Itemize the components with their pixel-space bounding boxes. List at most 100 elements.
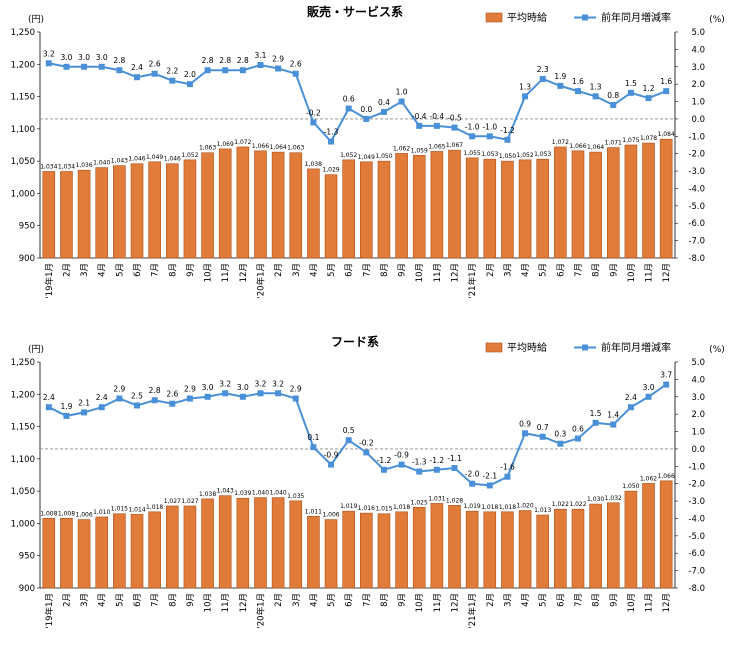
rate-value-label: 2.5 xyxy=(131,391,143,400)
right-tick-label: -7.0 xyxy=(688,567,705,577)
rate-value-label: 1.5 xyxy=(590,409,602,418)
bar-value-label: 1,006 xyxy=(322,512,339,519)
rate-value-label: 2.8 xyxy=(237,56,249,65)
rate-value-label: 1.9 xyxy=(60,402,72,411)
x-tick-label: 8月 xyxy=(168,263,178,277)
bar xyxy=(465,157,479,259)
x-tick-label: 4月 xyxy=(98,263,108,277)
bar-value-label: 1,035 xyxy=(287,493,304,500)
rate-marker xyxy=(292,70,299,77)
left-tick-label: 900 xyxy=(19,584,35,594)
right-tick-label: 1.0 xyxy=(691,98,705,108)
legend-swatch-bar xyxy=(485,342,503,353)
bar xyxy=(589,503,602,589)
x-tick-label: 11月 xyxy=(433,263,443,282)
rate-marker xyxy=(574,435,581,442)
bar-value-label: 1,008 xyxy=(58,510,75,517)
rate-marker xyxy=(522,430,529,437)
bar-value-label: 1,019 xyxy=(340,503,357,510)
rate-value-label: 0.7 xyxy=(537,423,549,432)
legend-marker xyxy=(582,344,588,351)
chart-sales-service: 販売・サービス系 (円) (%) 平均時給 前年同月増減率 900 950 1,000 1,05… xyxy=(0,0,750,320)
bar xyxy=(501,511,514,589)
bar-value-label: 1,062 xyxy=(393,145,410,152)
legend-label-line: 前年同月増減率 xyxy=(601,11,671,24)
bar-value-label: 1,025 xyxy=(411,499,428,506)
rate-marker xyxy=(257,390,264,397)
rate-marker xyxy=(151,70,158,77)
x-tick-label: 5月 xyxy=(327,593,337,607)
right-tick-label: 2.0 xyxy=(691,410,705,420)
bar xyxy=(448,149,461,259)
x-tick-label: 2月 xyxy=(62,593,72,607)
bar-value-label: 1,046 xyxy=(128,156,145,163)
bar-value-label: 1,072 xyxy=(552,139,569,146)
rate-value-label: 1.3 xyxy=(590,82,602,91)
legend-swatch-bar xyxy=(485,12,503,23)
bar xyxy=(659,138,673,259)
x-tick-label: 10月 xyxy=(204,593,214,612)
bar-value-label: 1,039 xyxy=(234,490,251,497)
x-tick-label: 9月 xyxy=(398,593,408,607)
rate-marker xyxy=(504,136,511,143)
x-tick-label: 11月 xyxy=(645,593,655,612)
right-tick-label: -2.0 xyxy=(688,480,705,490)
rate-value-label: -0.9 xyxy=(324,451,339,460)
x-tick-label: 2月 xyxy=(486,593,496,607)
bar xyxy=(395,511,408,589)
rate-marker xyxy=(134,74,141,81)
left-axis-unit: (円) xyxy=(28,14,44,25)
x-tick-label: 8月 xyxy=(380,263,390,277)
rate-marker xyxy=(610,421,617,428)
chart-title: 販売・サービス系 xyxy=(307,4,403,19)
bar xyxy=(130,163,144,259)
left-tick-label: 1,200 xyxy=(11,60,35,70)
bar xyxy=(254,497,267,589)
right-tick-label: -4.0 xyxy=(688,514,705,524)
bar xyxy=(360,512,373,589)
rate-value-label: 0.3 xyxy=(554,430,566,439)
rate-marker xyxy=(592,419,599,426)
left-tick-label: 1,100 xyxy=(11,125,35,135)
left-tick-label: 1,200 xyxy=(11,390,35,400)
rate-marker xyxy=(433,122,440,129)
bar-value-label: 1,031 xyxy=(428,495,445,502)
rate-value-label: 0.6 xyxy=(572,424,584,433)
rate-value-label: 2.8 xyxy=(219,56,231,65)
x-tick-label: 9月 xyxy=(186,263,196,277)
bar-value-label: 1,069 xyxy=(217,141,234,148)
rate-value-label: -0.2 xyxy=(359,438,374,447)
bar-value-label: 1,032 xyxy=(605,495,622,502)
rate-value-label: -0.5 xyxy=(447,114,462,123)
rate-value-label: 2.3 xyxy=(537,65,549,74)
rate-value-label: -0.2 xyxy=(306,108,321,117)
rate-value-label: 2.0 xyxy=(184,70,196,79)
bar-value-label: 1,062 xyxy=(640,475,657,482)
rate-marker xyxy=(275,390,282,397)
bar xyxy=(360,161,373,259)
x-tick-label: '19年1月 xyxy=(44,263,55,299)
bar-value-label: 1,027 xyxy=(181,498,198,505)
bar-value-label: 1,015 xyxy=(375,506,392,513)
rate-marker xyxy=(416,122,423,129)
rate-line xyxy=(48,62,667,144)
bar xyxy=(236,146,250,259)
rate-value-label: 1.6 xyxy=(660,77,672,86)
rate-marker xyxy=(398,98,405,105)
bar xyxy=(342,510,355,589)
bar xyxy=(95,167,109,259)
right-tick-label: 3.0 xyxy=(691,63,705,73)
rate-value-label: 1.5 xyxy=(625,79,637,88)
bar xyxy=(571,150,585,259)
x-tick-label: 8月 xyxy=(592,593,602,607)
x-tick-label: 6月 xyxy=(345,593,355,607)
bar xyxy=(183,159,197,259)
rate-value-label: 2.9 xyxy=(290,385,302,394)
rate-marker xyxy=(380,108,387,115)
bar-value-label: 1,075 xyxy=(622,137,639,144)
bar xyxy=(201,152,214,259)
rate-marker xyxy=(63,63,70,70)
bar xyxy=(642,142,655,259)
rate-value-label: 2.4 xyxy=(131,63,143,72)
bar-value-label: 1,063 xyxy=(287,145,304,152)
